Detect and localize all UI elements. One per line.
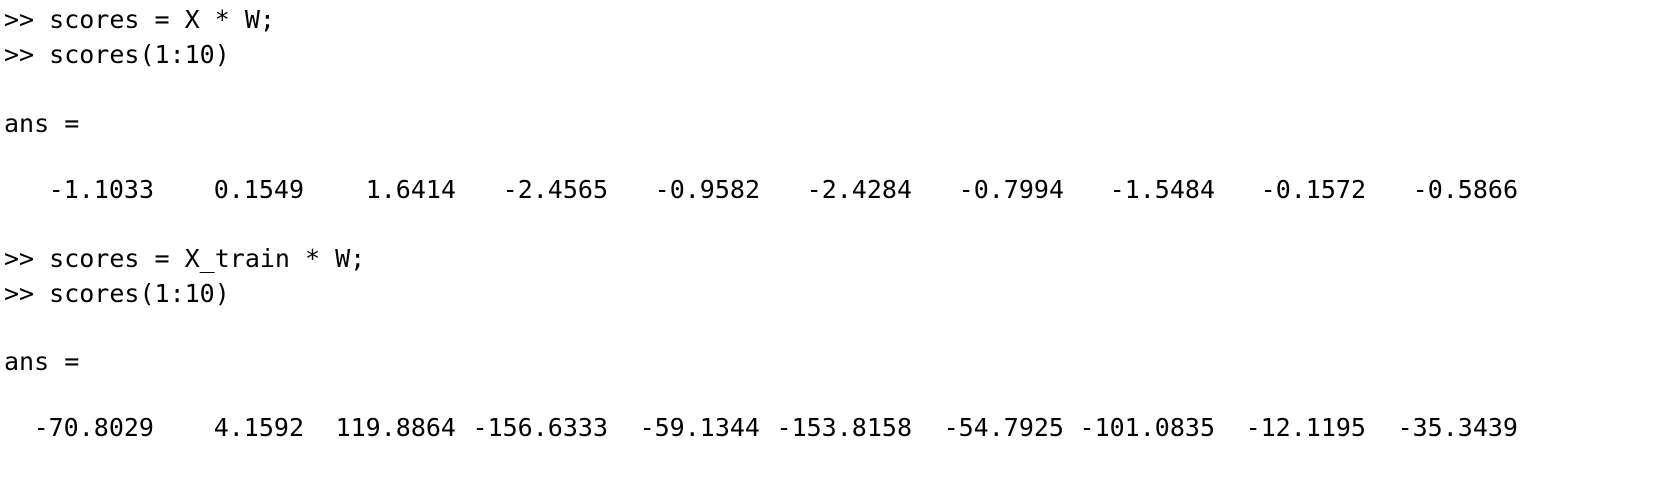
command-line: >> scores = X_train * W; (4, 244, 366, 273)
output-value: -101.0835 (1079, 413, 1215, 442)
output-value: 4.1592 (213, 413, 304, 442)
output-value: -156.6333 (472, 413, 608, 442)
output-value: -12.1195 (1245, 413, 1366, 442)
output-value: -70.8029 (33, 413, 154, 442)
output-value: -1.1033 (48, 175, 154, 204)
output-value: 0.1549 (213, 175, 304, 204)
output-value: 119.8864 (335, 413, 456, 442)
ans-label: ans = (4, 347, 80, 376)
output-value: -59.1344 (639, 413, 760, 442)
command-line: >> scores = X * W; (4, 5, 275, 34)
output-value: 1.6414 (365, 175, 456, 204)
output-value: -153.8158 (776, 413, 912, 442)
output-value: -0.5866 (1412, 175, 1518, 204)
command-line: >> scores(1:10) (4, 40, 230, 69)
output-value: -2.4565 (502, 175, 608, 204)
output-value: -2.4284 (806, 175, 912, 204)
ans-label: ans = (4, 109, 80, 138)
output-row: -70.8029 4.1592 119.8864 -156.6333 -59.1… (0, 413, 1640, 443)
output-value: -54.7925 (943, 413, 1064, 442)
output-value: -0.9582 (654, 175, 760, 204)
output-row: -1.1033 0.1549 1.6414 -2.4565 -0.9582 -2… (0, 175, 1640, 205)
output-value: -35.3439 (1397, 413, 1518, 442)
output-value: -1.5484 (1109, 175, 1215, 204)
command-line: >> scores(1:10) (4, 279, 230, 308)
output-value: -0.7994 (958, 175, 1064, 204)
output-value: -0.1572 (1260, 175, 1366, 204)
